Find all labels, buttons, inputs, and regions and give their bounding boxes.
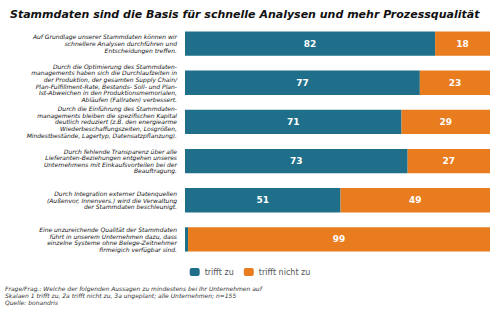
- svg-text:der Produktion, der gesamten S: der Produktion, der gesamten Supply Chai…: [43, 75, 177, 83]
- svg-text:29: 29: [440, 117, 453, 127]
- svg-text:Mindestbestände, Lagertyp, Dat: Mindestbestände, Lagertyp, Datensatzpfla…: [27, 132, 177, 140]
- svg-text:Plan-Fulfillment-Rate, Bestand: Plan-Fulfillment-Rate, Bestands- Soll- u…: [35, 82, 177, 90]
- svg-text:18: 18: [456, 39, 469, 49]
- svg-text:71: 71: [287, 117, 300, 127]
- svg-text:Unternehmens mit Einkaufsvorte: Unternehmens mit Einkaufsvorteilen bei d…: [43, 160, 177, 168]
- svg-text:Skalaen 1 trifft zu, 2a trifft: Skalaen 1 trifft zu, 2a trifft nicht zu,…: [5, 292, 237, 299]
- svg-text:49: 49: [409, 195, 422, 205]
- svg-text:einzelne Systeme ohne Belege-Z: einzelne Systeme ohne Belege-Zeitnehmer: [47, 239, 177, 247]
- svg-text:Abläufen (Fallraten) verbesser: Abläufen (Fallraten) verbessert.: [81, 96, 178, 103]
- svg-text:Wiederbeschaffungszeiten, Losg: Wiederbeschaffungszeiten, Losgrößen,: [60, 125, 177, 132]
- svg-text:Entscheidungen treffen.: Entscheidungen treffen.: [105, 47, 177, 55]
- svg-text:führt in unserem Unternehmen d: führt in unserem Unternehmen dazu, dass: [49, 232, 177, 240]
- svg-text:Durch die Einführung des Stamm: Durch die Einführung des Stammdaten-: [57, 105, 177, 113]
- svg-text:Durch Integration externer Dat: Durch Integration externer Datenquellen: [54, 190, 177, 198]
- svg-text:Frage/Frag.: Welche der folgen: Frage/Frag.: Welche der folgenden Aussag…: [5, 285, 262, 292]
- svg-text:Auf Grundlage unserer Stammdat: Auf Grundlage unserer Stammdaten können …: [32, 33, 177, 41]
- svg-text:managements bleiben die spezif: managements bleiben die spezifischen Kap…: [37, 111, 177, 119]
- svg-text:73: 73: [290, 156, 303, 166]
- svg-text:Lieferanten-Beziehungen entgeh: Lieferanten-Beziehungen entgehen unseres: [45, 154, 177, 162]
- svg-text:der Stammdaten beschleunigt.: der Stammdaten beschleunigt.: [84, 203, 177, 211]
- svg-text:managements haben sich die Dur: managements haben sich die Durchlaufzeit…: [31, 69, 177, 77]
- svg-text:Durch fehlende Transparenz übe: Durch fehlende Transparenz über alle: [63, 147, 177, 155]
- svg-text:99: 99: [333, 234, 346, 244]
- svg-text:schnellere Analysen durchführe: schnellere Analysen durchführen und: [64, 40, 177, 48]
- svg-text:27: 27: [443, 156, 456, 166]
- svg-text:deutlich reduziert (z.B. den e: deutlich reduziert (z.B. den energiearme: [55, 118, 177, 126]
- svg-text:trifft nicht zu: trifft nicht zu: [259, 268, 311, 277]
- svg-text:77: 77: [296, 78, 309, 88]
- svg-text:82: 82: [304, 39, 317, 49]
- svg-text:Stammdaten sind die Basis für: Stammdaten sind die Basis für schnelle A…: [10, 8, 480, 21]
- svg-text:Beauftragung.: Beauftragung.: [134, 167, 177, 175]
- svg-text:trifft zu: trifft zu: [205, 268, 234, 277]
- svg-text:51: 51: [257, 195, 270, 205]
- svg-text:23: 23: [449, 78, 462, 88]
- svg-text:Ist-Abweichen in den Produktio: Ist-Abweichen in den Produktionsmemorial…: [38, 89, 177, 97]
- svg-text:(Außenvor, Innenvers.) wird di: (Außenvor, Innenvers.) wird die Verwaltu…: [46, 196, 177, 204]
- svg-text:Eine unzureichende Qualität de: Eine unzureichende Qualität der Stammdat…: [39, 226, 177, 233]
- svg-text:Durch die Optimierung des Stam: Durch die Optimierung des Stammdaten-: [52, 62, 177, 70]
- svg-text:firmeigich verfügbar sind.: firmeigich verfügbar sind.: [99, 246, 177, 254]
- svg-text:Quelle: bonandris: Quelle: bonandris: [5, 299, 58, 306]
